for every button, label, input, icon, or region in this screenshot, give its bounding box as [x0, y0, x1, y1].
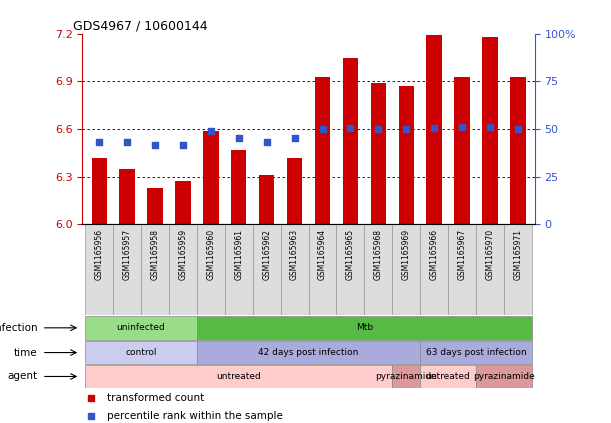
Point	[373, 126, 383, 132]
Text: GSM1165957: GSM1165957	[123, 229, 131, 280]
Bar	[371, 83, 386, 224]
Point	[150, 142, 160, 148]
Bar	[147, 188, 163, 224]
Text: GSM1165958: GSM1165958	[150, 229, 159, 280]
Text: infection: infection	[0, 323, 37, 333]
Text: 42 days post infection: 42 days post infection	[258, 348, 359, 357]
Text: 63 days post infection: 63 days post infection	[426, 348, 526, 357]
Point	[262, 138, 271, 145]
Bar	[343, 58, 358, 224]
Bar	[504, 224, 532, 315]
Text: GSM1165970: GSM1165970	[486, 229, 494, 280]
Bar	[448, 224, 476, 315]
Text: GSM1165966: GSM1165966	[430, 229, 439, 280]
Point	[485, 124, 495, 131]
Point	[178, 142, 188, 148]
Bar	[309, 224, 337, 315]
Point	[234, 135, 244, 141]
Point	[457, 124, 467, 131]
Bar	[398, 86, 414, 224]
Bar	[225, 224, 253, 315]
Text: percentile rank within the sample: percentile rank within the sample	[108, 411, 284, 421]
Text: agent: agent	[7, 371, 37, 382]
Point	[206, 128, 216, 135]
Bar	[280, 224, 309, 315]
Bar	[392, 224, 420, 315]
Text: GSM1165967: GSM1165967	[458, 229, 467, 280]
Bar	[426, 36, 442, 224]
Bar	[392, 365, 420, 388]
Bar	[259, 175, 274, 224]
Bar	[169, 224, 197, 315]
Bar	[231, 150, 246, 224]
Bar	[141, 224, 169, 315]
Bar	[510, 77, 525, 224]
Text: transformed count: transformed count	[108, 393, 205, 403]
Text: GSM1165964: GSM1165964	[318, 229, 327, 280]
Bar	[86, 224, 113, 315]
Bar	[482, 37, 497, 224]
Bar	[476, 224, 504, 315]
Bar	[420, 341, 532, 364]
Bar	[420, 365, 476, 388]
Point	[430, 125, 439, 132]
Text: GSM1165968: GSM1165968	[374, 229, 383, 280]
Text: control: control	[125, 348, 157, 357]
Bar	[253, 224, 280, 315]
Text: time: time	[13, 348, 37, 357]
Bar	[337, 224, 364, 315]
Bar	[364, 224, 392, 315]
Bar	[197, 224, 225, 315]
Bar	[203, 131, 219, 224]
Bar	[86, 365, 392, 388]
Text: GSM1165962: GSM1165962	[262, 229, 271, 280]
Bar	[86, 316, 197, 340]
Bar	[113, 224, 141, 315]
Text: GSM1165965: GSM1165965	[346, 229, 355, 280]
Text: pyrazinamide: pyrazinamide	[375, 372, 437, 381]
Bar	[175, 181, 191, 224]
Bar	[476, 365, 532, 388]
Text: GSM1165963: GSM1165963	[290, 229, 299, 280]
Text: untreated: untreated	[426, 372, 470, 381]
Text: untreated: untreated	[216, 372, 261, 381]
Text: GSM1165961: GSM1165961	[234, 229, 243, 280]
Point	[122, 138, 132, 145]
Bar	[420, 224, 448, 315]
Bar	[120, 169, 135, 224]
Text: GSM1165971: GSM1165971	[513, 229, 522, 280]
Bar	[86, 341, 197, 364]
Text: Mtb: Mtb	[356, 323, 373, 332]
Point	[94, 138, 104, 145]
Text: GSM1165969: GSM1165969	[402, 229, 411, 280]
Text: GSM1165956: GSM1165956	[95, 229, 104, 280]
Text: GDS4967 / 10600144: GDS4967 / 10600144	[73, 20, 208, 33]
Text: GSM1165959: GSM1165959	[178, 229, 188, 280]
Bar	[197, 341, 420, 364]
Bar	[315, 77, 330, 224]
Bar	[197, 316, 532, 340]
Bar	[287, 158, 302, 224]
Point	[290, 135, 299, 141]
Point	[513, 126, 523, 132]
Text: GSM1165960: GSM1165960	[207, 229, 215, 280]
Text: uninfected: uninfected	[117, 323, 166, 332]
Bar	[92, 158, 107, 224]
Point	[401, 126, 411, 132]
Point	[346, 125, 356, 132]
Text: pyrazinamide: pyrazinamide	[473, 372, 535, 381]
Bar	[455, 77, 470, 224]
Point	[318, 126, 327, 132]
